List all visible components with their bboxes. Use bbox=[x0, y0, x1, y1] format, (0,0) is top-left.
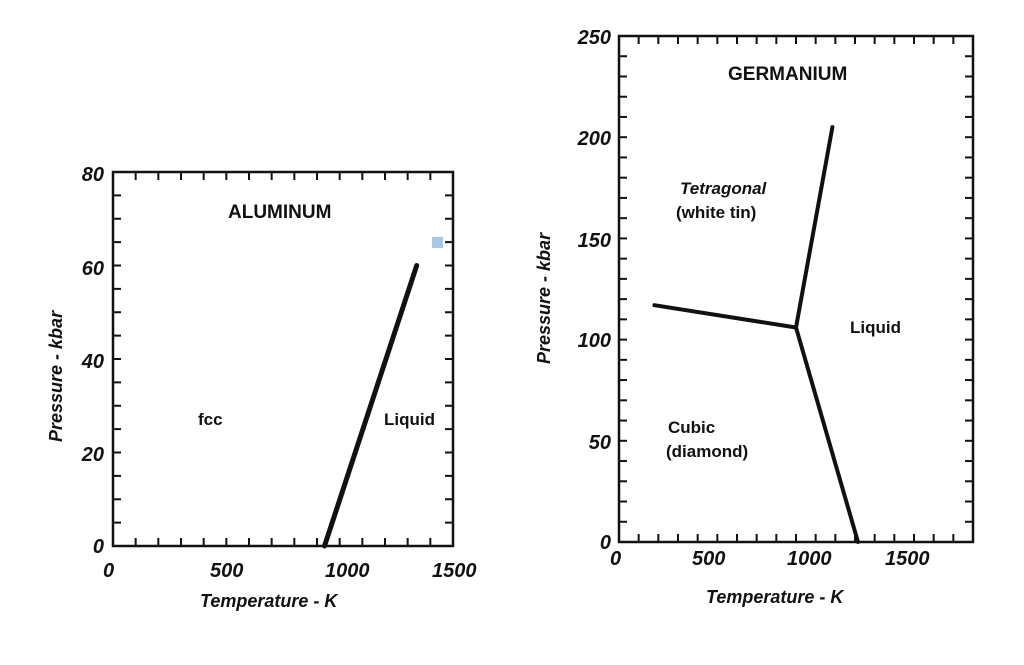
aluminum-x-tick-1000: 1000 bbox=[325, 560, 370, 582]
aluminum-plot-frame bbox=[111, 170, 455, 548]
germanium-region-tetragonal: Tetragonal bbox=[680, 179, 768, 198]
aluminum-chart: ALUMINUM fcc Liquid 0 500 1000 1500 0 20… bbox=[46, 164, 477, 611]
germanium-y-tick-100: 100 bbox=[578, 330, 611, 352]
aluminum-region-liquid: Liquid bbox=[384, 410, 435, 429]
germanium-region-diamond: (diamond) bbox=[666, 442, 748, 461]
germanium-title: GERMANIUM bbox=[728, 64, 847, 85]
aluminum-x-tick-500: 500 bbox=[210, 560, 243, 582]
germanium-x-tick-1500: 1500 bbox=[885, 548, 930, 570]
germanium-region-white-tin: (white tin) bbox=[676, 203, 756, 222]
germanium-region-cubic: Cubic bbox=[668, 418, 715, 437]
aluminum-y-tick-0: 0 bbox=[93, 536, 104, 558]
phase-boundary-line-2 bbox=[794, 125, 835, 330]
aluminum-y-tick-20: 20 bbox=[81, 444, 104, 466]
aluminum-y-tick-80: 80 bbox=[82, 164, 104, 186]
germanium-x-tick-0: 0 bbox=[610, 548, 621, 570]
germanium-x-axis-title: Temperature - K bbox=[706, 587, 845, 607]
aluminum-y-tick-40: 40 bbox=[81, 351, 104, 373]
aluminum-tick-marks bbox=[113, 172, 453, 546]
phase-boundary-line-1 bbox=[652, 303, 798, 330]
germanium-x-tick-1000: 1000 bbox=[787, 548, 832, 570]
germanium-region-liquid: Liquid bbox=[850, 318, 901, 337]
phase-boundary-line-3 bbox=[794, 325, 860, 544]
aluminum-x-tick-1500: 1500 bbox=[432, 560, 477, 582]
germanium-tick-marks bbox=[619, 36, 973, 542]
aluminum-region-fcc: fcc bbox=[198, 410, 223, 429]
germanium-y-tick-200: 200 bbox=[577, 128, 611, 150]
germanium-lines bbox=[652, 125, 860, 544]
aluminum-x-tick-0: 0 bbox=[103, 560, 114, 582]
germanium-y-tick-250: 250 bbox=[577, 27, 611, 49]
aluminum-x-axis-title: Temperature - K bbox=[200, 591, 339, 611]
germanium-y-axis-title: Pressure - kbar bbox=[534, 232, 554, 364]
germanium-x-tick-500: 500 bbox=[692, 548, 725, 570]
phase-boundary-line-1 bbox=[322, 263, 420, 549]
germanium-chart: GERMANIUM Tetragonal (white tin) Liquid … bbox=[534, 27, 975, 607]
germanium-y-tick-0: 0 bbox=[600, 532, 611, 554]
germanium-y-tick-50: 50 bbox=[589, 432, 611, 454]
aluminum-title: ALUMINUM bbox=[228, 202, 331, 223]
germanium-y-tick-150: 150 bbox=[578, 230, 611, 252]
germanium-plot-frame bbox=[617, 34, 975, 544]
aluminum-lines bbox=[322, 263, 420, 549]
aluminum-y-tick-60: 60 bbox=[82, 258, 104, 280]
aluminum-marker bbox=[432, 237, 443, 248]
aluminum-y-axis-title: Pressure - kbar bbox=[46, 310, 66, 442]
